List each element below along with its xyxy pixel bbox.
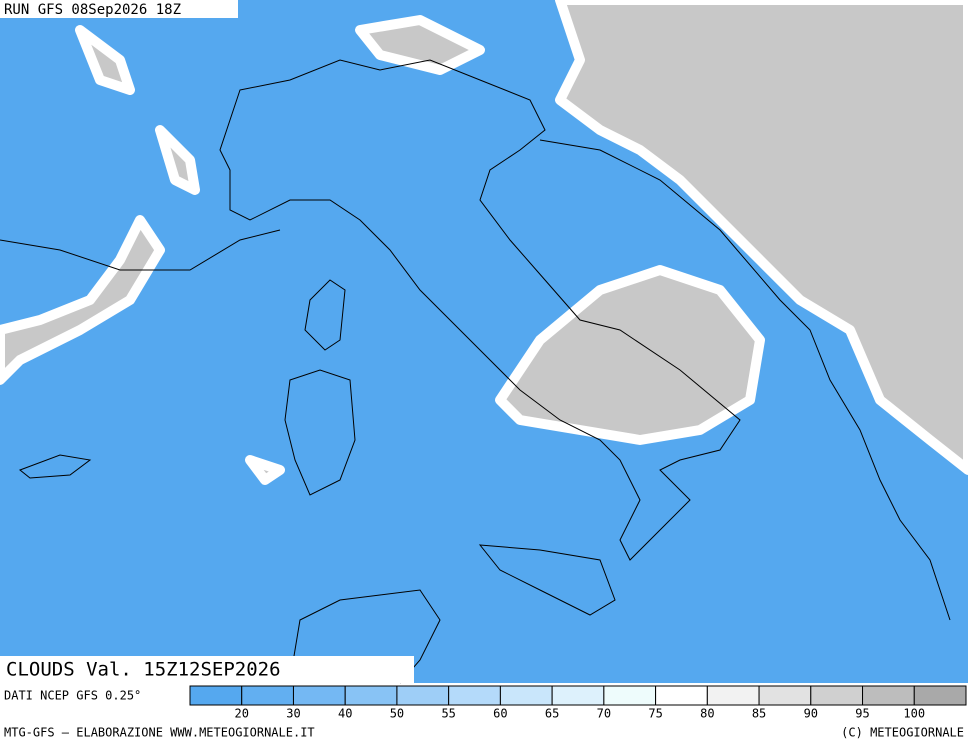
run-label: RUN GFS 08Sep2026 18Z bbox=[4, 2, 181, 18]
legend-swatch bbox=[551, 685, 605, 706]
legend-swatch bbox=[758, 685, 812, 706]
legend-level: 60 bbox=[493, 707, 507, 721]
legend-level: 85 bbox=[752, 707, 766, 721]
color-legend: 20 30 40 50 55 60 65 70 75 80 85 90 95 100 bbox=[189, 685, 967, 721]
legend-level: 80 bbox=[700, 707, 714, 721]
legend-swatch bbox=[448, 685, 501, 706]
source-label: DATI NCEP GFS 0.25° bbox=[4, 689, 141, 703]
legend-level: 30 bbox=[286, 707, 300, 721]
legend-swatch bbox=[603, 685, 657, 706]
footer-right: (C) METEOGIORNALE bbox=[841, 726, 964, 740]
cloud-areas bbox=[0, 0, 968, 485]
map-label-box bbox=[0, 656, 414, 683]
legend-level: 50 bbox=[390, 707, 404, 721]
legend-level: 95 bbox=[855, 707, 869, 721]
legend-swatch bbox=[862, 685, 915, 706]
legend-level: 55 bbox=[441, 707, 455, 721]
legend-swatch bbox=[655, 685, 708, 706]
legend-swatch bbox=[499, 685, 553, 706]
map-label: CLOUDS Val. 15Z12SEP2026 bbox=[6, 659, 281, 681]
legend-swatch bbox=[810, 685, 864, 706]
legend-level: 75 bbox=[648, 707, 662, 721]
legend-swatch bbox=[913, 685, 967, 706]
legend-swatch bbox=[706, 685, 760, 706]
legend-level: 65 bbox=[545, 707, 559, 721]
coastlines bbox=[0, 59, 951, 684]
legend-swatch bbox=[292, 685, 346, 706]
footer-left: MTG-GFS — ELABORAZIONE WWW.METEOGIORNALE… bbox=[4, 726, 315, 740]
header-box bbox=[0, 0, 238, 18]
legend-level: 20 bbox=[235, 707, 249, 721]
legend-swatch bbox=[344, 685, 398, 706]
map bbox=[0, 0, 968, 684]
legend-level: 40 bbox=[338, 707, 352, 721]
legend-swatch bbox=[189, 685, 243, 706]
legend-level: 70 bbox=[597, 707, 611, 721]
legend-level: 90 bbox=[804, 707, 818, 721]
legend-swatch bbox=[396, 685, 450, 706]
legend-swatch bbox=[241, 685, 294, 706]
legend-level: 100 bbox=[903, 707, 925, 721]
